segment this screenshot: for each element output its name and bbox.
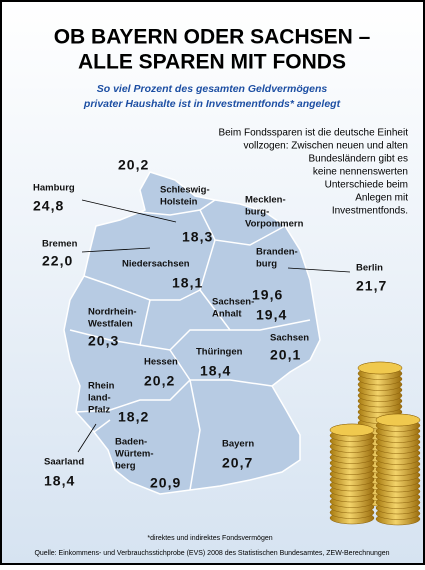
region-name: Saarland — [44, 457, 84, 468]
region-value: 21,7 — [356, 278, 387, 294]
region-value: 22,0 — [42, 253, 73, 269]
region-name: Hessen — [144, 357, 178, 368]
region-name: Anhalt — [212, 309, 242, 320]
coin-top — [329, 423, 375, 437]
region-name: Niedersachsen — [122, 259, 190, 270]
description-line: vollzogen: Zwischen neuen und alten — [243, 141, 408, 152]
description-line: Anlegen mit — [355, 193, 408, 204]
region-name: Berlin — [356, 263, 383, 274]
region-name: Vorpommern — [245, 219, 304, 230]
state-borders — [69, 199, 311, 491]
region-value: 18,4 — [200, 363, 231, 379]
title-line: OB BAYERN ODER SACHSEN – — [54, 26, 371, 49]
description-line: Bundesländern gibt es — [308, 154, 408, 165]
coin-stacks — [329, 361, 421, 526]
region-name: Sachsen — [270, 333, 309, 344]
region-name: land- — [88, 393, 111, 404]
source: Quelle: Einkommens- und Verbrauchsstichp… — [34, 550, 389, 557]
region-value: 20,7 — [222, 455, 253, 471]
footnote: *direktes und indirektes Fondsvermögen — [147, 535, 272, 542]
region-name: Holstein — [160, 197, 198, 208]
region-value: 20,2 — [118, 157, 149, 173]
description-line: Unterschiede beim — [325, 180, 408, 191]
region-value: 24,8 — [33, 198, 64, 214]
region-name: Hamburg — [33, 183, 75, 194]
subtitle-line: privater Haushalte ist in Investmentfond… — [83, 98, 341, 110]
region-value: 20,9 — [150, 475, 181, 491]
region-name: berg — [115, 461, 136, 472]
subtitle-line: So viel Prozent des gesamten Geldvermöge… — [97, 83, 328, 95]
region-name: Sachsen- — [212, 297, 254, 308]
region-value: 19,6 — [252, 287, 283, 303]
coin-top — [357, 361, 403, 375]
coin-top — [375, 413, 421, 427]
region-name: burg- — [245, 207, 269, 218]
leader-lines — [77, 199, 351, 453]
region-name: Baden- — [115, 437, 147, 448]
region-value: 18,1 — [172, 275, 203, 291]
region-value: 18,2 — [118, 409, 149, 425]
region-name: Würtem- — [115, 449, 154, 460]
title-line: ALLE SPAREN MIT FONDS — [78, 51, 346, 74]
region-name: burg — [256, 259, 277, 270]
region-value: 20,3 — [88, 333, 119, 349]
region-value: 19,4 — [256, 307, 287, 323]
region-name: Bayern — [222, 439, 254, 450]
region-value: 18,3 — [182, 229, 213, 245]
description-line: Investmentfonds. — [332, 206, 408, 217]
region-name: Schleswig- — [160, 185, 210, 196]
region-value: 20,1 — [270, 347, 301, 363]
region-name: Westfalen — [88, 319, 133, 330]
region-name: Thüringen — [196, 347, 243, 358]
region-name: Nordrhein- — [88, 307, 137, 318]
region-value: 20,2 — [144, 373, 175, 389]
description-line: keine nennenswerten — [313, 167, 408, 178]
region-name: Bremen — [42, 239, 78, 250]
region-name: Pfalz — [88, 405, 110, 416]
region-name: Rhein — [88, 381, 115, 392]
region-value: 18,4 — [44, 473, 75, 489]
region-name: Mecklen- — [245, 195, 286, 206]
region-name: Branden- — [256, 247, 298, 258]
germany-map — [63, 171, 321, 495]
description-line: Beim Fondssparen ist die deutsche Einhei… — [218, 128, 408, 139]
